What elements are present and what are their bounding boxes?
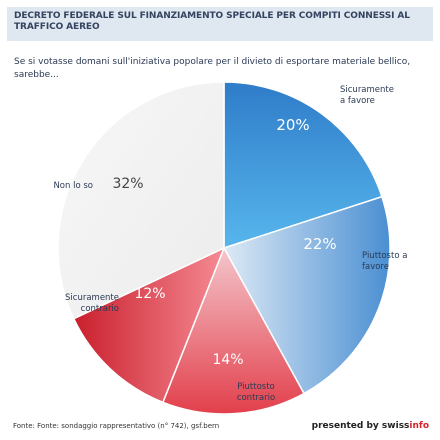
- chart-footer: Fonte: Fonte: sondaggio rappresentativo …: [7, 418, 433, 440]
- category-label-5: Non lo so: [53, 181, 93, 191]
- value-label-2: 22%: [303, 235, 336, 253]
- pie-slice-5: [57, 81, 225, 320]
- pie-slice-1: [223, 81, 383, 250]
- survey-question: Se si votasse domani sull'iniziativa pop…: [14, 57, 411, 80]
- category-label-2: Piuttosto a favore: [362, 251, 407, 272]
- value-label-5: 32%: [112, 176, 143, 192]
- brand-accent-text: info: [409, 421, 429, 431]
- value-label-4: 12%: [134, 286, 165, 302]
- pie-slice-4: [72, 246, 226, 404]
- category-label-3: Piuttosto contrario: [237, 382, 275, 403]
- value-label-3: 14%: [212, 352, 243, 368]
- source-note: Fonte: Fonte: sondaggio rappresentativo …: [13, 422, 220, 430]
- chart-header: DECRETO FEDERALE SUL FINANZIAMENTO SPECI…: [7, 7, 433, 41]
- category-label-1: Sicuramente a favore: [340, 85, 394, 106]
- pie-slice-3: [161, 246, 305, 415]
- category-label-4: Sicuramente contrario: [65, 293, 119, 314]
- chart-title: DECRETO FEDERALE SUL FINANZIAMENTO SPECI…: [14, 11, 410, 32]
- pie-slice-2: [222, 195, 391, 395]
- brand-text: presented by swiss: [311, 421, 410, 431]
- brand-credit: presented by swissinfo: [312, 421, 429, 431]
- value-label-1: 20%: [276, 116, 309, 134]
